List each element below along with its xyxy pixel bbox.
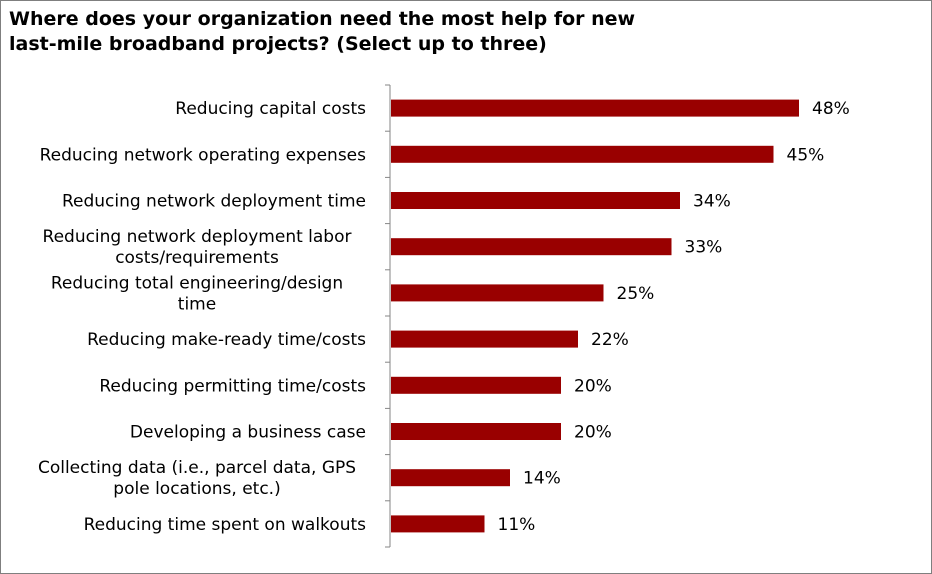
bar	[391, 192, 680, 209]
category-label-line: Collecting data (i.e., parcel data, GPS	[38, 458, 356, 478]
category-label-line: Reducing make-ready time/costs	[87, 330, 366, 350]
category-label: Reducing permitting time/costs	[99, 376, 366, 396]
category-label: Developing a business case	[130, 423, 366, 443]
bar-value-label: 33%	[685, 238, 723, 258]
category-label-line: Reducing capital costs	[175, 99, 366, 119]
category-label-line: Reducing permitting time/costs	[99, 376, 366, 396]
bar-value-label: 22%	[591, 330, 629, 350]
category-label: Collecting data (i.e., parcel data, GPS p…	[38, 458, 356, 499]
category-label-line: Developing a business case	[130, 423, 366, 443]
bar-value-label: 20%	[574, 376, 612, 396]
category-label: Reducing network deployment time	[62, 192, 366, 212]
category-label-line: time	[178, 294, 216, 314]
category-label: Reducing make-ready time/costs	[87, 330, 366, 350]
category-label: Reducing capital costs	[175, 99, 366, 119]
category-label-line: Reducing time spent on walkouts	[84, 515, 367, 535]
category-label-line: Reducing total engineering/design	[51, 273, 343, 293]
bar-value-label: 11%	[498, 515, 536, 535]
bar-value-label: 25%	[617, 284, 655, 304]
bar	[391, 99, 799, 117]
bar-value-label: 45%	[787, 145, 825, 165]
bar	[391, 423, 561, 440]
bar	[391, 515, 485, 533]
bar	[391, 284, 604, 302]
category-label-line: Reducing network operating expenses	[40, 145, 367, 165]
bar	[391, 376, 561, 394]
category-label: Reducing time spent on walkouts	[84, 515, 367, 535]
bar	[391, 238, 672, 256]
bar-value-label: 20%	[574, 423, 612, 443]
chart-title: Where does your organization need the mo…	[9, 8, 636, 55]
bar	[391, 330, 578, 348]
bar	[391, 469, 510, 487]
bar-value-label: 34%	[693, 192, 731, 212]
category-label: Reducing network operating expenses	[40, 145, 367, 165]
category-label: Reducing network deployment labor costs/r…	[43, 227, 352, 268]
category-label-line: Reducing network deployment labor	[43, 227, 352, 247]
category-label-line: costs/requirements	[115, 248, 279, 268]
category-label-line: Reducing network deployment time	[62, 192, 366, 212]
bar	[391, 145, 774, 163]
category-label: Reducing total engineering/design time	[51, 273, 343, 314]
category-label-line: pole locations, etc.)	[113, 479, 280, 499]
bar-value-label: 14%	[523, 469, 561, 489]
bar-value-label: 48%	[812, 99, 850, 119]
